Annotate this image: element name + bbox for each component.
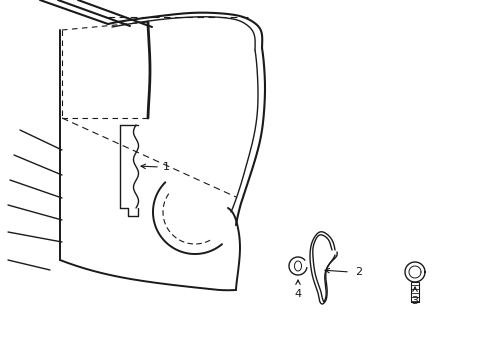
Text: 1: 1 <box>163 162 170 172</box>
Text: 3: 3 <box>411 296 418 306</box>
Text: 4: 4 <box>294 289 301 299</box>
Text: 2: 2 <box>354 267 362 277</box>
